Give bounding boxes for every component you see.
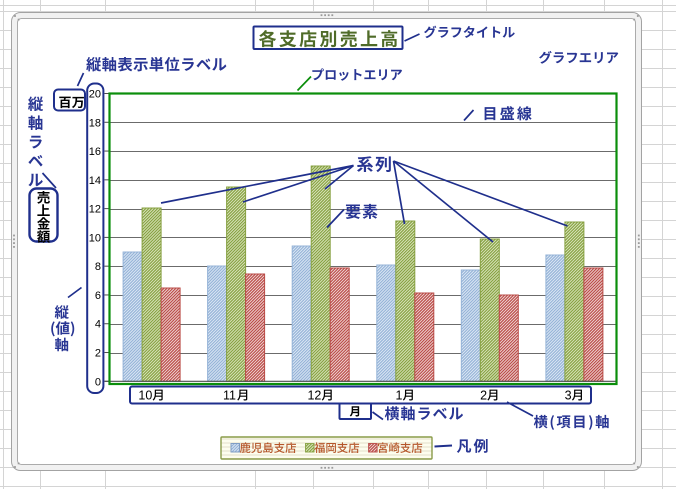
svg-text:10: 10 (89, 232, 101, 244)
svg-text:1: 1 (396, 389, 403, 403)
svg-text:18: 18 (89, 117, 101, 129)
svg-text:6: 6 (95, 290, 101, 302)
svg-text:0: 0 (95, 376, 101, 388)
svg-text:12: 12 (89, 204, 101, 216)
svg-text:3: 3 (565, 389, 572, 403)
svg-text:20: 20 (89, 89, 101, 101)
svg-text:14: 14 (89, 175, 101, 187)
svg-text:2: 2 (95, 348, 101, 360)
svg-text:16: 16 (89, 146, 101, 158)
svg-text:4: 4 (95, 319, 101, 331)
svg-text:10: 10 (138, 389, 152, 403)
svg-text:8: 8 (95, 261, 101, 273)
svg-text:12: 12 (307, 389, 321, 403)
svg-text:2: 2 (480, 389, 487, 403)
svg-text:11: 11 (223, 389, 236, 403)
